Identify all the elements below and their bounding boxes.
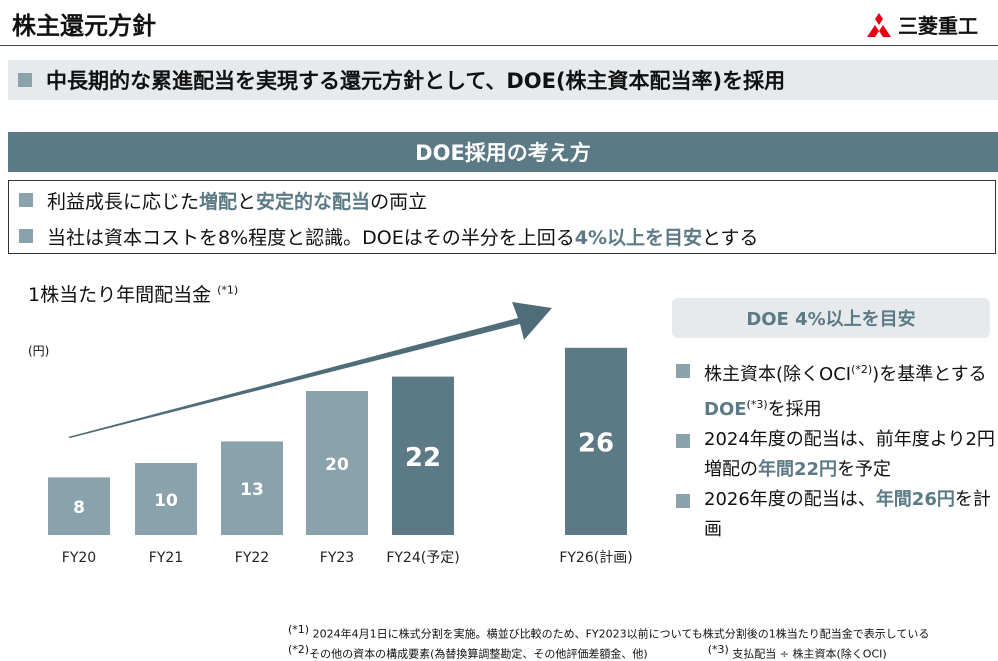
bullet-square-icon	[18, 73, 32, 87]
principles-box: 利益成長に応じた 増配と安定的な配当 の両立 当社は資本コストを8%程度と認識。DO…	[8, 180, 996, 254]
bar-chart: 8 FY20 10 FY21 13 FY22 20 FY23 22 FY24(予定) 26 FY26(…	[48, 302, 633, 566]
footnote-text: その他の資本の構成要素(為替換算調整勘定、その他評価差額金、他)	[309, 647, 648, 661]
three-diamonds-icon	[867, 12, 891, 37]
data-label: 26	[578, 428, 614, 458]
footnote-marker: (*2)	[288, 642, 310, 656]
subtitle-band: 中長期的な累進配当を実現する還元方針として、DOE(株主資本配当率)を採用	[8, 60, 998, 100]
bullet-square-icon	[676, 364, 690, 378]
subtitle: 中長期的な累進配当を実現する還元方針として、DOE(株主資本配当率)を採用	[46, 69, 786, 93]
category-label: FY21	[149, 550, 183, 566]
page-title: 株主還元方針	[12, 12, 156, 40]
footnote-marker: (*1)	[217, 283, 239, 297]
text: とする	[702, 226, 759, 249]
bullet-square-icon	[676, 434, 690, 448]
category-label: FY23	[320, 550, 354, 566]
bullet-square-icon	[19, 229, 33, 243]
footnote-marker: (*3)	[707, 642, 729, 656]
data-label: 13	[240, 480, 264, 500]
footnote-text: 2024年4月1日に株式分割を実施。横並び比較のため、FY2023以前についても…	[312, 627, 930, 641]
category-label: FY24(予定)	[386, 550, 459, 566]
text: 株主資本(除くOCI	[704, 364, 852, 385]
bullet-1: 株主資本(除くOCI(*2))を基準とする DOE(*3)を採用	[676, 355, 996, 425]
bullet-square-icon	[676, 494, 690, 508]
highlight: 4%以上を目安	[574, 226, 702, 249]
bar-FY22	[221, 441, 283, 535]
footnote-marker: (*2)	[851, 363, 873, 376]
bar-FY26(計画)	[565, 347, 627, 535]
text: 2024年度の配当は、前年度より2円増配の	[704, 429, 995, 480]
highlight: 年間26円	[875, 489, 955, 510]
company-logo: 三菱重工	[866, 10, 978, 39]
text: を予定	[837, 459, 892, 480]
bar-FY20	[48, 477, 110, 535]
category-label: FY26(計画)	[559, 550, 632, 566]
highlight: 増配	[199, 190, 238, 213]
footnote-2: (*2)その他の資本の構成要素(為替換算調整勘定、その他評価差額金、他) (*3)…	[288, 642, 929, 661]
bar-FY21	[135, 463, 197, 535]
section-title: DOE採用の考え方	[8, 132, 998, 172]
divider	[0, 45, 998, 46]
footnote-1: (*1) 2024年4月1日に株式分割を実施。横並び比較のため、FY2023以前…	[288, 622, 929, 642]
bullet-2: 2024年度の配当は、前年度より2円増配の年間22円を予定	[676, 425, 996, 485]
text: の両立	[370, 190, 428, 213]
highlight: DOE	[704, 399, 747, 420]
data-label: 10	[154, 491, 178, 511]
text: を採用	[767, 399, 822, 420]
logo-text: 三菱重工	[898, 14, 978, 38]
category-label: FY20	[62, 550, 96, 566]
footnote-marker: (*1)	[288, 623, 310, 636]
principle-1: 利益成長に応じた 増配と安定的な配当 の両立	[9, 183, 995, 217]
bullet-square-icon	[19, 193, 33, 207]
text: )を基準とする	[872, 364, 987, 385]
bar-FY24(予定)	[392, 376, 454, 535]
data-label: 22	[405, 443, 441, 473]
growth-arrow	[68, 302, 552, 438]
footnote-marker: (*3)	[746, 398, 768, 411]
chart-title: 1株当たり年間配当金 (*1)	[28, 280, 238, 307]
doe-bullets: 株主資本(除くOCI(*2))を基準とする DOE(*3)を採用 2024年度の配…	[676, 355, 996, 545]
highlight: 年間22円	[758, 459, 838, 480]
bar-FY23	[306, 391, 368, 535]
text: 2026年度の配当は、	[704, 489, 876, 510]
bullet-3: 2026年度の配当は、年間26円を計画	[676, 485, 996, 545]
text: を計画	[704, 489, 991, 540]
data-label: 8	[73, 498, 85, 518]
data-label: 20	[325, 455, 349, 475]
doe-target-box: DOE 4%以上を目安	[672, 298, 990, 338]
text: と	[237, 190, 257, 213]
text: 利益成長に応じた	[47, 190, 200, 213]
chart-heading: 1株当たり年間配当金	[28, 284, 212, 306]
text: 当社は資本コストを8%程度と認識。DOEはその半分を上回る	[47, 226, 575, 249]
footnote-text: 支払配当 ÷ 株主資本(除くOCI)	[732, 647, 887, 661]
unit-label: (円)	[28, 344, 50, 358]
category-label: FY22	[235, 550, 269, 566]
principle-2: 当社は資本コストを8%程度と認識。DOEはその半分を上回る 4%以上を目安 とする	[9, 219, 995, 253]
highlight: 安定的な配当	[256, 190, 371, 213]
footnotes: (*1) 2024年4月1日に株式分割を実施。横並び比較のため、FY2023以前…	[288, 622, 929, 661]
